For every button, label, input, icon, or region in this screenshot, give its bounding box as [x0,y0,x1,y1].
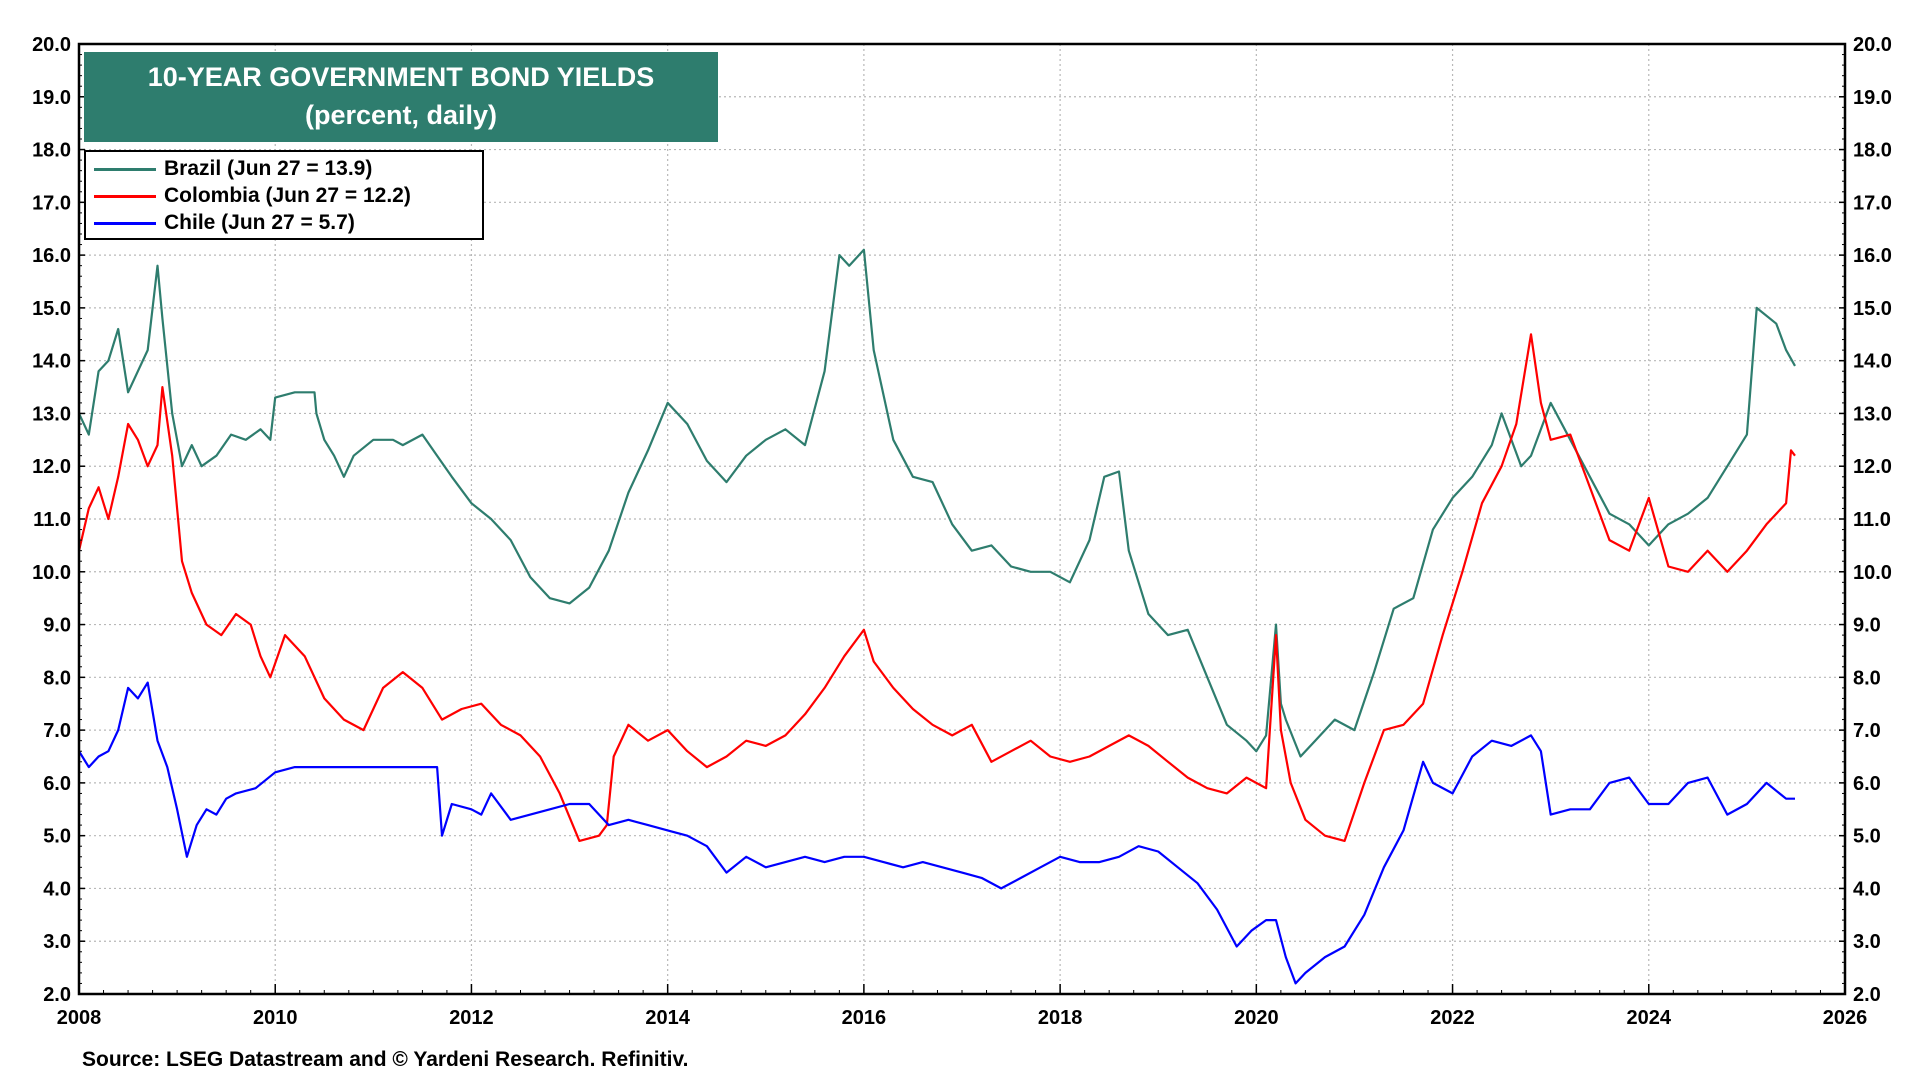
y-tick-label-right: 7.0 [1853,720,1881,742]
x-tick-label: 2014 [645,1007,690,1029]
x-tick-label: 2010 [253,1007,298,1029]
y-tick-label-left: 20.0 [32,34,71,56]
y-tick-label-right: 2.0 [1853,984,1881,1006]
chart-title: 10-YEAR GOVERNMENT BOND YIELDS [147,62,655,92]
y-tick-label-right: 8.0 [1853,667,1881,689]
grid [79,44,1845,994]
y-tick-label-left: 3.0 [43,931,71,953]
legend-label-colombia: Colombia (Jun 27 = 12.2) [164,184,411,207]
source-note: Source: LSEG Datastream and © Yardeni Re… [82,1048,689,1071]
y-tick-label-left: 2.0 [43,984,71,1006]
x-tick-label: 2020 [1234,1007,1279,1029]
x-tick-label: 2026 [1823,1007,1868,1029]
series-line-chile [78,681,1795,985]
x-tick-label: 2022 [1430,1007,1475,1029]
y-tick-label-left: 18.0 [32,140,71,162]
y-tick-label-right: 13.0 [1853,403,1892,425]
y-tick-label-right: 10.0 [1853,562,1892,584]
y-tick-label-right: 5.0 [1853,826,1881,848]
series-line-colombia [77,333,1796,842]
y-tick-label-left: 15.0 [32,298,71,320]
y-tick-label-right: 3.0 [1853,931,1881,953]
y-tick-label-right: 11.0 [1853,509,1891,531]
x-tick-label: 2018 [1038,1007,1083,1029]
y-tick-label-right: 19.0 [1853,87,1892,109]
legend: Brazil (Jun 27 = 13.9) Colombia (Jun 27 … [84,150,484,240]
series-lines [77,248,1796,985]
y-tick-label-left: 16.0 [32,245,71,267]
chart-title-box: 10-YEAR GOVERNMENT BOND YIELDS (percent,… [84,52,718,142]
axis-ticks: 2.0 2.0 3.0 3.0 4.0 4.0 5.0 5.0 6.0 6.0 7.0 7.0 8.0 8… [32,34,1892,1029]
legend-item-brazil: Brazil (Jun 27 = 13.9) [94,156,372,182]
legend-label-chile: Chile (Jun 27 = 5.7) [164,211,355,234]
legend-item-colombia: Colombia (Jun 27 = 12.2) [94,183,411,209]
y-tick-label-left: 14.0 [32,351,71,373]
series-line-brazil [78,248,1796,758]
y-tick-label-right: 9.0 [1853,615,1881,637]
y-tick-label-left: 19.0 [32,87,71,109]
legend-swatch-colombia [94,194,156,198]
x-tick-label: 2012 [449,1007,494,1029]
y-tick-label-left: 7.0 [43,720,71,742]
y-tick-label-left: 4.0 [43,878,71,900]
y-tick-label-right: 16.0 [1853,245,1892,267]
y-tick-label-left: 8.0 [43,667,71,689]
y-tick-label-left: 10.0 [32,562,71,584]
legend-swatch-chile [94,221,156,225]
chart-subtitle: (percent, daily) [304,100,498,130]
y-tick-label-right: 15.0 [1853,298,1892,320]
y-tick-label-left: 9.0 [43,615,71,637]
x-tick-label: 2008 [57,1007,102,1029]
y-tick-label-right: 18.0 [1853,140,1892,162]
legend-item-chile: Chile (Jun 27 = 5.7) [94,210,355,236]
y-tick-label-left: 12.0 [32,456,71,478]
x-tick-label: 2016 [842,1007,887,1029]
y-tick-label-left: 11.0 [33,509,71,531]
y-tick-label-left: 5.0 [43,826,71,848]
y-tick-label-right: 12.0 [1853,456,1892,478]
legend-label-brazil: Brazil (Jun 27 = 13.9) [164,157,373,180]
y-tick-label-right: 17.0 [1853,192,1892,214]
y-tick-label-right: 4.0 [1853,878,1881,900]
y-tick-label-left: 17.0 [32,192,71,214]
legend-swatch-brazil [94,167,156,171]
y-tick-label-right: 6.0 [1853,773,1881,795]
y-tick-label-right: 14.0 [1853,351,1892,373]
y-tick-label-left: 6.0 [43,773,71,795]
y-tick-label-left: 13.0 [32,403,71,425]
x-tick-label: 2024 [1627,1007,1672,1029]
y-tick-label-right: 20.0 [1853,34,1892,56]
